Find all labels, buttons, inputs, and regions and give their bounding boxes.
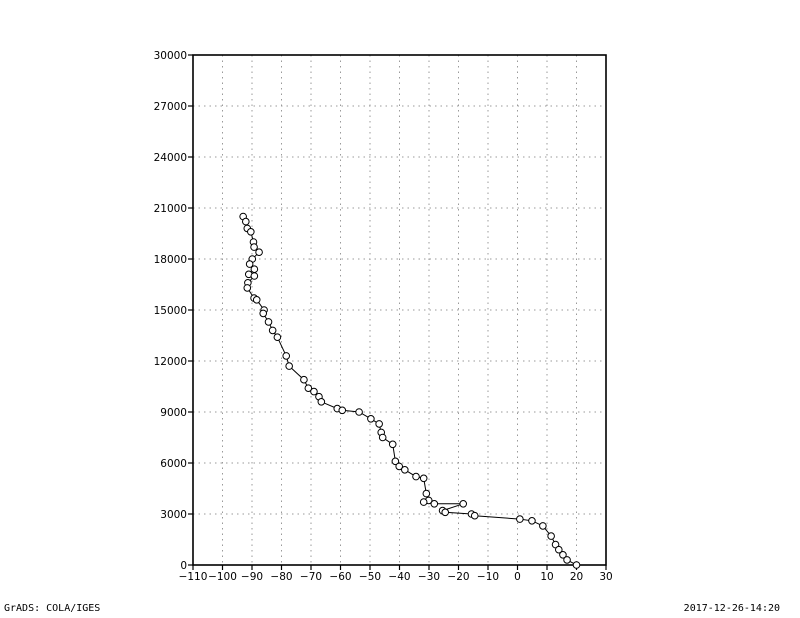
x-tick-label: −20 <box>447 571 469 583</box>
data-point <box>252 296 261 304</box>
data-point <box>563 556 571 564</box>
data-point <box>391 457 400 466</box>
y-tick-label: 9000 <box>160 407 187 419</box>
series-line <box>242 216 577 566</box>
data-point <box>367 415 375 423</box>
data-point <box>459 500 468 508</box>
x-tick-label: −70 <box>300 571 322 583</box>
data-point <box>401 466 409 474</box>
data-point <box>419 498 428 506</box>
series-group <box>239 212 581 569</box>
y-tick-label: 30000 <box>154 50 187 62</box>
y-tick-label: 24000 <box>154 152 187 164</box>
data-point <box>300 375 308 384</box>
data-point <box>304 384 313 393</box>
data-point <box>516 515 524 523</box>
data-point <box>539 522 547 530</box>
x-axis-tick-labels: −110 −100 −90 −80 −70 −60 −50 −40 −30 −20 −10 0 10 20… <box>179 571 613 583</box>
data-point <box>282 352 291 360</box>
data-point <box>310 387 318 396</box>
y-tick-label: 27000 <box>154 101 187 113</box>
x-tick-label: −100 <box>208 571 237 583</box>
data-point <box>243 284 252 292</box>
x-tick-label: 0 <box>514 571 521 583</box>
data-point <box>338 406 347 415</box>
data-point <box>547 532 555 540</box>
data-point <box>388 440 397 449</box>
x-tick-label: 10 <box>540 571 553 583</box>
y-tick-label: 3000 <box>160 509 187 521</box>
x-tick-label: −110 <box>179 571 208 583</box>
data-point <box>430 500 439 508</box>
x-tick-label: −30 <box>418 571 440 583</box>
x-tick-label: −50 <box>359 571 381 583</box>
x-tick-label: −90 <box>241 571 263 583</box>
footer-credit: GrADS: COLA/IGES <box>4 603 101 614</box>
data-point <box>419 474 428 483</box>
data-point <box>250 272 259 280</box>
x-tick-label: 20 <box>570 571 583 583</box>
y-tick-label: 0 <box>180 560 187 572</box>
data-point <box>245 260 254 268</box>
data-point <box>572 561 581 569</box>
data-point <box>250 265 259 274</box>
data-point <box>375 420 383 428</box>
x-tick-label: −60 <box>329 571 351 583</box>
data-point <box>395 462 404 471</box>
data-point <box>250 243 258 251</box>
data-point <box>422 489 431 498</box>
data-point <box>441 508 450 517</box>
y-tick-label: 12000 <box>154 356 187 368</box>
data-point <box>259 309 268 318</box>
axis-ticks <box>188 54 607 570</box>
y-axis-tick-labels: 0 3000 6000 9000 12000 15000 18000 21000 24000 27… <box>154 50 187 572</box>
data-point <box>412 472 420 481</box>
x-tick-label: −10 <box>477 571 499 583</box>
data-point <box>264 318 273 326</box>
y-tick-label: 18000 <box>154 254 187 266</box>
x-tick-label: 30 <box>599 571 612 583</box>
data-point <box>470 511 479 520</box>
data-point <box>268 326 277 335</box>
data-point <box>378 433 387 442</box>
x-tick-label: −40 <box>388 571 410 583</box>
data-point <box>528 517 536 525</box>
x-tick-label: −80 <box>270 571 292 583</box>
data-point <box>555 545 563 554</box>
data-point <box>273 333 282 342</box>
y-tick-label: 21000 <box>154 203 187 215</box>
data-point <box>285 362 293 370</box>
data-point <box>559 551 567 559</box>
data-point <box>247 228 255 236</box>
footer-timestamp: 2017-12-26-14:20 <box>683 603 780 614</box>
y-tick-label: 15000 <box>154 305 187 317</box>
y-tick-label: 6000 <box>160 458 187 470</box>
data-point <box>355 408 363 416</box>
grid-lines <box>193 55 606 565</box>
data-point <box>255 248 263 256</box>
data-point <box>242 217 250 226</box>
data-point <box>317 398 326 406</box>
